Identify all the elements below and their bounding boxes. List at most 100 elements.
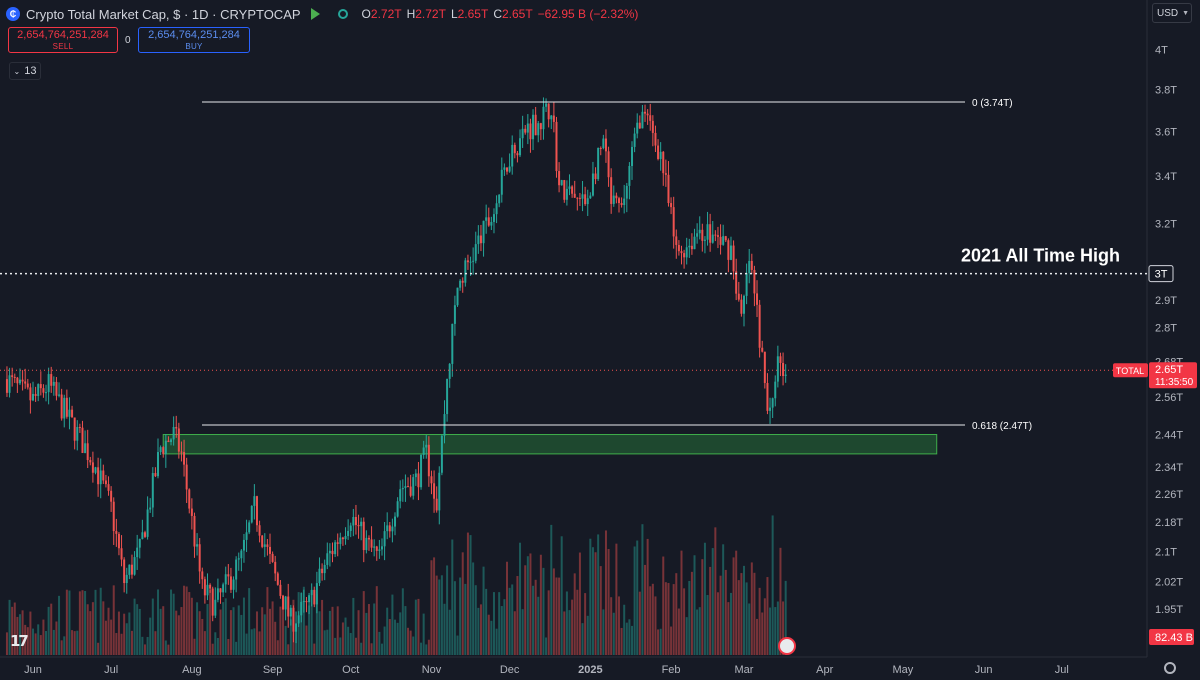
volume-bar	[232, 607, 235, 655]
candle-body	[279, 584, 282, 596]
candle-body	[422, 447, 425, 455]
volume-bar	[248, 588, 251, 655]
volume-bar	[448, 609, 451, 655]
volume-bar	[701, 559, 704, 655]
flag-icon[interactable]	[310, 8, 320, 20]
candle-body	[269, 546, 271, 554]
volume-bar	[443, 603, 446, 655]
candle-body	[245, 532, 248, 540]
volume-bar	[633, 546, 636, 655]
candle-body	[664, 173, 667, 175]
volume-bar	[125, 623, 128, 655]
volume-bar	[261, 607, 264, 655]
price-axis[interactable]: 4T3.8T3.6T3.4T3.2T3T2.9T2.8T2.68T2.56T2.…	[1155, 45, 1183, 616]
indicators-toggle[interactable]: ⌄ 13	[9, 62, 41, 80]
gear-icon[interactable]	[1164, 662, 1176, 674]
volume-bar	[427, 639, 430, 655]
volume-bar	[703, 542, 706, 655]
sell-button[interactable]: 2,654,764,251,284 SELL	[8, 27, 118, 53]
time-axis[interactable]: Jun Jul Aug Sep Oct Nov Dec 2025 Feb Mar Apr May Jun…	[24, 664, 1069, 676]
volume-bar	[42, 619, 45, 655]
candle-body	[782, 362, 785, 376]
candle-body	[378, 549, 381, 551]
candle-body	[180, 451, 183, 453]
volume-bar	[386, 607, 389, 655]
candle-body	[68, 409, 71, 417]
volume-bar	[18, 614, 21, 655]
currency-select[interactable]: USD ▼	[1152, 3, 1192, 23]
volume-bar	[589, 538, 592, 655]
volume-bar	[724, 569, 727, 655]
x-tick-label: Jul	[104, 664, 118, 676]
market-status-icon[interactable]	[337, 9, 348, 19]
volume-bar	[76, 630, 79, 655]
candle-body	[367, 537, 370, 540]
candle-body	[451, 323, 454, 364]
volume-bar	[201, 618, 204, 655]
volume-bar	[276, 640, 279, 655]
volume-bar	[628, 619, 631, 655]
volume-bar	[362, 591, 365, 655]
volume-bar	[177, 615, 180, 655]
volume-label: 82.43 B	[1155, 632, 1193, 644]
y-tick-label: 2.1T	[1155, 546, 1177, 558]
volume-bar	[644, 564, 647, 655]
candle-body	[284, 596, 287, 610]
volume-bar	[526, 556, 529, 655]
volume-bar	[21, 610, 24, 655]
symbol-title[interactable]: Crypto Total Market Cap, $ · 1D · CRYPTO…	[26, 6, 301, 22]
volume-bar	[479, 604, 482, 655]
volume-bar	[5, 632, 8, 655]
candle-body	[336, 542, 339, 544]
ath-axis-label: 3T	[1155, 269, 1168, 281]
volume-bar	[154, 631, 157, 655]
volume-bar	[625, 622, 628, 655]
volume-bar	[24, 624, 27, 655]
candle-body	[576, 197, 579, 199]
candle-body	[102, 470, 105, 481]
buy-button[interactable]: 2,654,764,251,284 BUY	[138, 27, 250, 53]
volume-bar	[360, 642, 363, 655]
candle-body	[162, 447, 165, 454]
candle-body	[190, 508, 193, 516]
candle-body	[362, 521, 365, 551]
candle-body	[110, 490, 113, 502]
volume-bar	[763, 598, 766, 655]
volume-bar	[60, 640, 63, 655]
candle-body	[65, 397, 68, 417]
tradingview-logo-icon[interactable]: 17	[10, 632, 29, 650]
volume-bar	[571, 599, 574, 655]
candle-body	[578, 197, 581, 199]
support-zone	[162, 434, 938, 455]
candle-body	[477, 235, 480, 245]
volume-bar	[222, 602, 225, 655]
candle-body	[305, 600, 308, 603]
candle-body	[701, 229, 704, 241]
y-tick-label: 1.95T	[1155, 604, 1183, 616]
volume-bar	[576, 589, 579, 655]
candle-body	[258, 525, 261, 536]
candle-body	[414, 473, 417, 478]
candle-body	[125, 574, 128, 584]
candle-body	[276, 573, 279, 585]
candle-body	[584, 194, 587, 205]
volume-bar	[357, 610, 360, 655]
candle-body	[779, 356, 782, 363]
crypto-logo-icon: ₵	[6, 7, 20, 21]
volume-bar	[469, 535, 472, 655]
volume-bar	[198, 611, 201, 655]
volume-bar	[404, 606, 407, 655]
ath-label: 2021 All Time High	[961, 246, 1120, 266]
candle-body	[128, 564, 131, 575]
candle-body	[696, 233, 699, 237]
volume-bar	[732, 557, 735, 655]
candle-body	[607, 151, 610, 178]
volume-bar	[159, 608, 162, 655]
candle-body	[188, 489, 191, 509]
event-flag-icon[interactable]	[778, 637, 796, 655]
candle-body	[784, 374, 787, 376]
volume-bar	[451, 539, 454, 655]
volume-bar	[32, 628, 34, 655]
